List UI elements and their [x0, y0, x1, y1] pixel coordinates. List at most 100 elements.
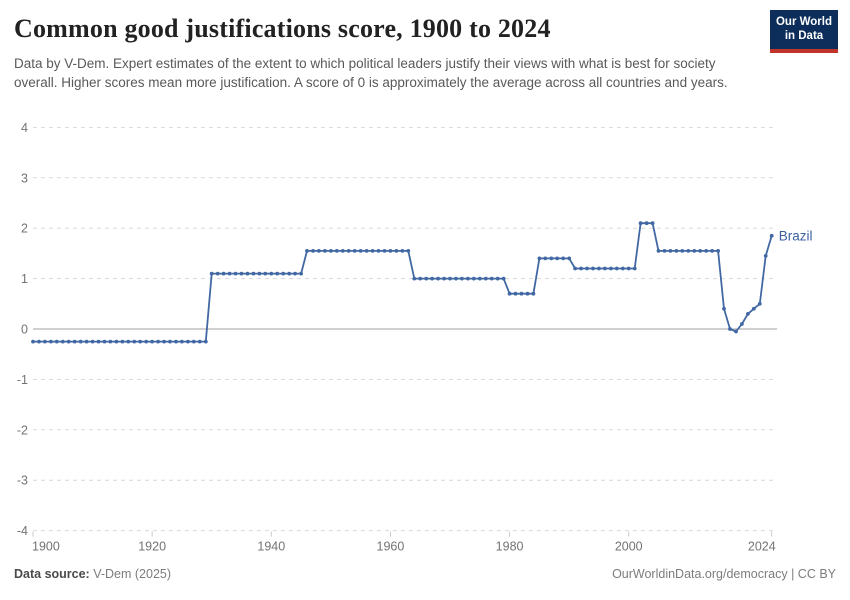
data-point[interactable]: [632, 266, 637, 271]
data-point[interactable]: [78, 339, 83, 344]
data-point[interactable]: [329, 249, 333, 253]
data-point[interactable]: [49, 339, 53, 344]
data-point[interactable]: [245, 271, 250, 276]
data-point[interactable]: [704, 249, 709, 253]
data-point[interactable]: [525, 291, 530, 296]
data-point[interactable]: [603, 266, 607, 271]
data-point[interactable]: [614, 266, 619, 271]
data-point[interactable]: [358, 249, 363, 253]
data-point[interactable]: [281, 271, 286, 276]
data-point[interactable]: [585, 266, 589, 271]
data-point[interactable]: [54, 339, 59, 344]
data-point[interactable]: [454, 276, 458, 281]
data-point[interactable]: [424, 276, 429, 281]
data-point[interactable]: [680, 249, 685, 253]
data-point[interactable]: [626, 266, 631, 271]
data-point[interactable]: [120, 339, 125, 344]
data-point[interactable]: [734, 329, 738, 334]
data-point[interactable]: [346, 249, 351, 253]
data-point[interactable]: [221, 271, 226, 276]
data-point[interactable]: [382, 249, 387, 253]
data-point[interactable]: [352, 249, 357, 253]
data-point[interactable]: [191, 339, 196, 344]
data-point[interactable]: [609, 266, 613, 271]
data-point[interactable]: [466, 276, 470, 281]
data-point[interactable]: [597, 266, 601, 271]
data-point[interactable]: [460, 276, 464, 281]
data-point[interactable]: [710, 249, 714, 253]
data-point[interactable]: [620, 266, 625, 271]
data-point[interactable]: [209, 271, 214, 276]
data-point[interactable]: [656, 249, 661, 253]
series-end-label[interactable]: Brazil: [779, 228, 813, 243]
data-point[interactable]: [489, 276, 494, 281]
data-point[interactable]: [215, 271, 220, 276]
data-point[interactable]: [483, 276, 488, 281]
data-point[interactable]: [305, 249, 309, 253]
credit-link[interactable]: OurWorldinData.org/democracy | CC BY: [612, 567, 836, 581]
data-point[interactable]: [573, 266, 577, 271]
data-point[interactable]: [197, 339, 202, 344]
data-point[interactable]: [418, 276, 423, 281]
data-point[interactable]: [311, 249, 315, 253]
data-point[interactable]: [317, 249, 321, 253]
data-point[interactable]: [233, 271, 238, 276]
data-point[interactable]: [763, 254, 768, 258]
data-point[interactable]: [394, 249, 399, 253]
data-point[interactable]: [150, 339, 155, 344]
data-point[interactable]: [567, 256, 572, 261]
data-point[interactable]: [203, 339, 208, 344]
data-point[interactable]: [501, 276, 506, 281]
data-point[interactable]: [186, 339, 190, 344]
data-point[interactable]: [442, 276, 446, 281]
data-point[interactable]: [287, 271, 292, 276]
data-point[interactable]: [269, 271, 274, 276]
data-point[interactable]: [406, 249, 411, 253]
data-point[interactable]: [722, 306, 726, 311]
data-point[interactable]: [746, 312, 750, 316]
data-point[interactable]: [162, 339, 167, 344]
data-point[interactable]: [334, 249, 339, 253]
data-point[interactable]: [686, 249, 691, 253]
data-point[interactable]: [537, 256, 542, 261]
data-point[interactable]: [430, 276, 434, 281]
data-point[interactable]: [275, 271, 280, 276]
data-point[interactable]: [293, 271, 297, 276]
data-point[interactable]: [376, 249, 381, 253]
owid-logo[interactable]: Our World in Data: [770, 10, 838, 53]
data-point[interactable]: [114, 339, 119, 344]
data-point[interactable]: [740, 322, 744, 326]
data-point[interactable]: [591, 266, 595, 271]
series-points[interactable]: [31, 221, 774, 344]
data-point[interactable]: [323, 249, 327, 253]
data-point[interactable]: [102, 339, 107, 344]
data-point[interactable]: [495, 276, 500, 281]
data-point[interactable]: [156, 339, 161, 344]
data-point[interactable]: [549, 256, 554, 261]
data-point[interactable]: [84, 339, 89, 344]
data-point[interactable]: [477, 276, 482, 281]
data-point[interactable]: [662, 249, 667, 253]
data-point[interactable]: [555, 256, 560, 261]
data-point[interactable]: [692, 249, 697, 253]
data-point[interactable]: [388, 249, 393, 253]
data-point[interactable]: [448, 276, 452, 281]
data-point[interactable]: [132, 339, 137, 344]
data-point[interactable]: [239, 271, 244, 276]
data-point[interactable]: [543, 256, 548, 261]
data-point[interactable]: [72, 339, 77, 344]
data-point[interactable]: [37, 339, 41, 344]
data-point[interactable]: [43, 339, 47, 344]
data-point[interactable]: [138, 339, 143, 344]
data-point[interactable]: [108, 339, 113, 344]
data-point[interactable]: [126, 339, 131, 344]
data-point[interactable]: [638, 221, 643, 226]
data-point[interactable]: [257, 271, 262, 276]
data-point[interactable]: [90, 339, 95, 344]
data-point[interactable]: [644, 221, 649, 226]
data-point[interactable]: [757, 301, 762, 306]
data-point[interactable]: [144, 339, 149, 344]
data-point[interactable]: [60, 339, 65, 344]
data-point[interactable]: [668, 249, 673, 253]
data-point[interactable]: [299, 271, 303, 276]
